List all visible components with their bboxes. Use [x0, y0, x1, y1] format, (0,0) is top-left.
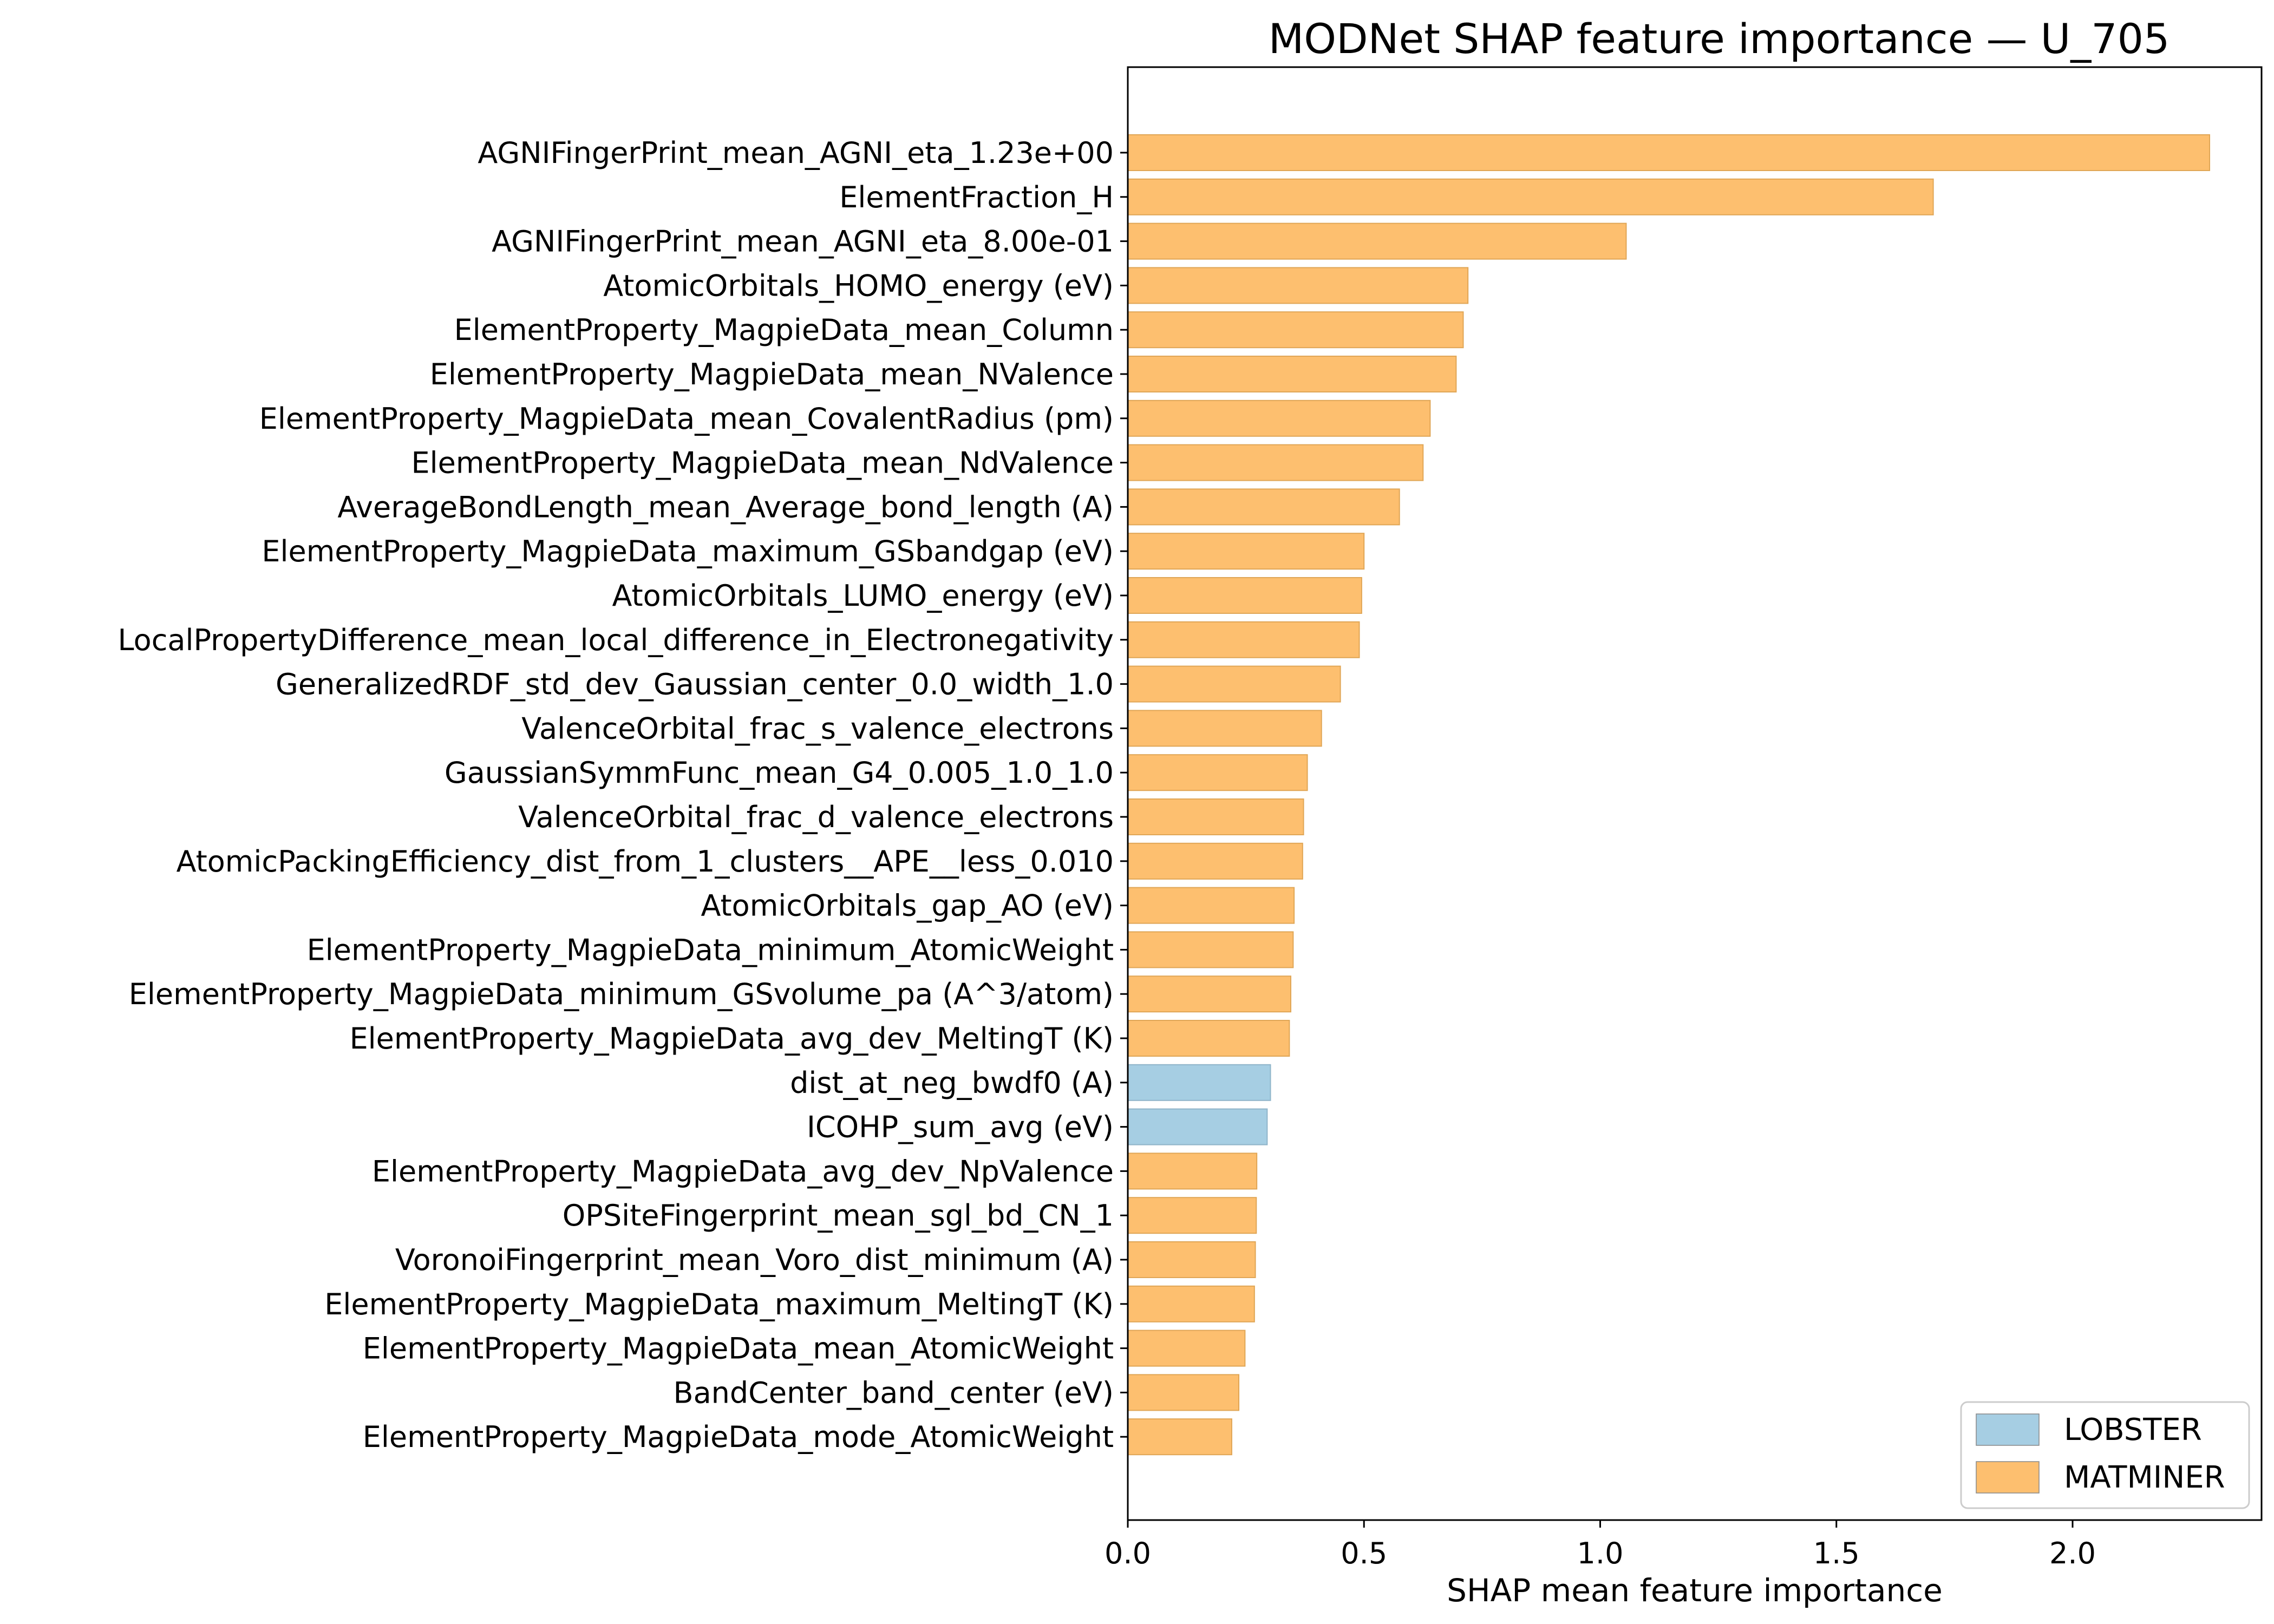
bar-localpropertydifference-mean-local-difference-in-electronegativity: [1127, 621, 1360, 658]
bar-label-atomicorbitals-gap-ao-ev: AtomicOrbitals_gap_AO (eV): [701, 889, 1114, 923]
bar-averagebondlength-mean-average-bond-length-a: [1127, 488, 1400, 526]
bar-label-icohp-sum-avg-ev: ICOHP_sum_avg (eV): [807, 1110, 1114, 1144]
plot-frame: [1127, 66, 2263, 1521]
bar-opsitefingerprint-mean-sgl-bd-cn-1: [1127, 1197, 1257, 1234]
bar-label-agnifingerprint-mean-agni-eta-1-23e-00: AGNIFingerPrint_mean_AGNI_eta_1.23e+00: [478, 136, 1114, 170]
bar-elementproperty-magpiedata-mean-ndvalence: [1127, 444, 1424, 481]
bar-label-elementproperty-magpiedata-minimum-gsvolume-pa-a-3-atom: ElementProperty_MagpieData_minimum_GSvol…: [129, 977, 1114, 1011]
bar-voronoifingerprint-mean-voro-dist-minimum-a: [1127, 1241, 1256, 1278]
bar-atomicorbitals-lumo-energy-ev: [1127, 577, 1362, 614]
x-axis-title: SHAP mean feature importance: [1447, 1572, 1943, 1609]
bar-atomicpackingefficiency-dist-from-1-clusters-ape-less-0-010: [1127, 842, 1303, 880]
bar-label-averagebondlength-mean-average-bond-length-a: AverageBondLength_mean_Average_bond_leng…: [337, 490, 1114, 524]
bar-label-elementproperty-magpiedata-mean-ndvalence: ElementProperty_MagpieData_mean_NdValenc…: [411, 446, 1114, 480]
bar-generalizedrdf-std-dev-gaussian-center-0-0-width-1-0: [1127, 665, 1341, 703]
chart-title: MODNet SHAP feature importance — U_705: [1269, 15, 2170, 63]
bar-label-dist-at-neg-bwdf0-a: dist_at_neg_bwdf0 (A): [790, 1066, 1114, 1100]
bar-label-elementproperty-magpiedata-mode-atomicweight: ElementProperty_MagpieData_mode_AtomicWe…: [363, 1420, 1114, 1454]
bar-elementproperty-magpiedata-mode-atomicweight: [1127, 1418, 1232, 1456]
bar-agnifingerprint-mean-agni-eta-1-23e-00: [1127, 134, 2211, 171]
bar-elementproperty-magpiedata-minimum-atomicweight: [1127, 931, 1294, 968]
x-tick-label: 1.5: [1813, 1536, 1860, 1570]
category-labels: AGNIFingerPrint_mean_AGNI_eta_1.23e+00 El…: [118, 136, 1128, 1454]
bar-label-elementfraction-h: ElementFraction_H: [839, 180, 1114, 214]
bar-label-elementproperty-magpiedata-mean-covalentradius-pm: ElementProperty_MagpieData_mean_Covalent…: [259, 402, 1114, 436]
bar-label-voronoifingerprint-mean-voro-dist-minimum-a: VoronoiFingerprint_mean_Voro_dist_minimu…: [395, 1243, 1114, 1277]
legend-label-matminer: MATMINER: [2064, 1460, 2225, 1495]
bar-label-atomicorbitals-lumo-energy-ev: AtomicOrbitals_LUMO_energy (eV): [612, 579, 1114, 613]
bar-bandcenter-band-center-ev: [1127, 1374, 1240, 1411]
bars-layer: [1127, 134, 2211, 1456]
bar-label-localpropertydifference-mean-local-difference-in-electronegativity: LocalPropertyDifference_mean_local_diffe…: [118, 623, 1114, 657]
x-tick-label: 2.0: [2049, 1536, 2096, 1570]
bar-valenceorbital-frac-d-valence-electrons: [1127, 798, 1304, 835]
bar-dist-at-neg-bwdf0-a: [1127, 1064, 1271, 1101]
x-tick-label: 0.5: [1341, 1536, 1387, 1570]
bar-label-atomicpackingefficiency-dist-from-1-clusters-ape-less-0-010: AtomicPackingEfficiency_dist_from_1_clus…: [177, 844, 1114, 879]
bar-label-gaussiansymmfunc-mean-g4-0-005-1-0-1-0: GaussianSymmFunc_mean_G4_0.005_1.0_1.0: [445, 756, 1114, 790]
bar-label-generalizedrdf-std-dev-gaussian-center-0-0-width-1-0: GeneralizedRDF_std_dev_Gaussian_center_0…: [276, 667, 1114, 702]
bar-label-bandcenter-band-center-ev: BandCenter_band_center (eV): [674, 1376, 1114, 1410]
x-tick-label: 0.0: [1105, 1536, 1151, 1570]
bar-elementproperty-magpiedata-maximum-gsbandgap-ev: [1127, 533, 1365, 570]
bar-atomicorbitals-homo-energy-ev: [1127, 267, 1469, 304]
bar-elementproperty-magpiedata-avg-dev-meltingt-k: [1127, 1020, 1290, 1057]
bar-label-elementproperty-magpiedata-mean-nvalence: ElementProperty_MagpieData_mean_NValence: [430, 357, 1114, 391]
bar-label-elementproperty-magpiedata-avg-dev-npvalence: ElementProperty_MagpieData_avg_dev_NpVal…: [372, 1154, 1114, 1188]
bar-label-elementproperty-magpiedata-mean-column: ElementProperty_MagpieData_mean_Column: [454, 313, 1114, 347]
bar-label-valenceorbital-frac-s-valence-electrons: ValenceOrbital_frac_s_valence_electrons: [521, 711, 1114, 745]
legend: LOBSTER MATMINER: [1960, 1401, 2250, 1509]
bar-label-elementproperty-magpiedata-maximum-meltingt-k: ElementProperty_MagpieData_maximum_Melti…: [324, 1287, 1114, 1321]
bar-elementproperty-magpiedata-minimum-gsvolume-pa-a-3-atom: [1127, 975, 1292, 1013]
bar-elementproperty-magpiedata-mean-column: [1127, 311, 1464, 349]
legend-swatch-lobster: [1976, 1413, 2040, 1446]
bar-elementproperty-magpiedata-mean-covalentradius-pm: [1127, 400, 1431, 437]
bar-gaussiansymmfunc-mean-g4-0-005-1-0-1-0: [1127, 754, 1308, 791]
bar-valenceorbital-frac-s-valence-electrons: [1127, 710, 1322, 747]
bar-label-valenceorbital-frac-d-valence-electrons: ValenceOrbital_frac_d_valence_electrons: [518, 800, 1114, 834]
bar-label-elementproperty-magpiedata-mean-atomicweight: ElementProperty_MagpieData_mean_AtomicWe…: [363, 1332, 1114, 1366]
legend-label-lobster: LOBSTER: [2064, 1412, 2202, 1448]
bar-label-elementproperty-magpiedata-minimum-atomicweight: ElementProperty_MagpieData_minimum_Atomi…: [307, 933, 1114, 967]
bar-elementfraction-h: [1127, 178, 1934, 215]
x-axis-ticks: 0.0 0.5 1.0 1.5 2.0: [1105, 1520, 2096, 1570]
bar-elementproperty-magpiedata-maximum-meltingt-k: [1127, 1285, 1255, 1322]
bar-label-atomicorbitals-homo-energy-ev: AtomicOrbitals_HOMO_energy (eV): [603, 269, 1114, 303]
bar-label-opsitefingerprint-mean-sgl-bd-cn-1: OPSiteFingerprint_mean_sgl_bd_CN_1: [563, 1199, 1114, 1233]
bar-label-elementproperty-magpiedata-maximum-gsbandgap-ev: ElementProperty_MagpieData_maximum_GSban…: [262, 534, 1114, 568]
bar-icohp-sum-avg-ev: [1127, 1108, 1268, 1145]
legend-swatch-matminer: [1976, 1461, 2040, 1494]
bar-label-agnifingerprint-mean-agni-eta-8-00e-01: AGNIFingerPrint_mean_AGNI_eta_8.00e-01: [492, 225, 1114, 259]
bar-elementproperty-magpiedata-mean-atomicweight: [1127, 1330, 1246, 1367]
x-tick-label: 1.0: [1577, 1536, 1624, 1570]
bar-agnifingerprint-mean-agni-eta-8-00e-01: [1127, 222, 1627, 260]
bar-elementproperty-magpiedata-avg-dev-npvalence: [1127, 1152, 1258, 1190]
bar-atomicorbitals-gap-ao-ev: [1127, 887, 1295, 924]
bar-elementproperty-magpiedata-mean-nvalence: [1127, 356, 1457, 392]
bar-label-elementproperty-magpiedata-avg-dev-meltingt-k: ElementProperty_MagpieData_avg_dev_Melti…: [350, 1021, 1114, 1056]
